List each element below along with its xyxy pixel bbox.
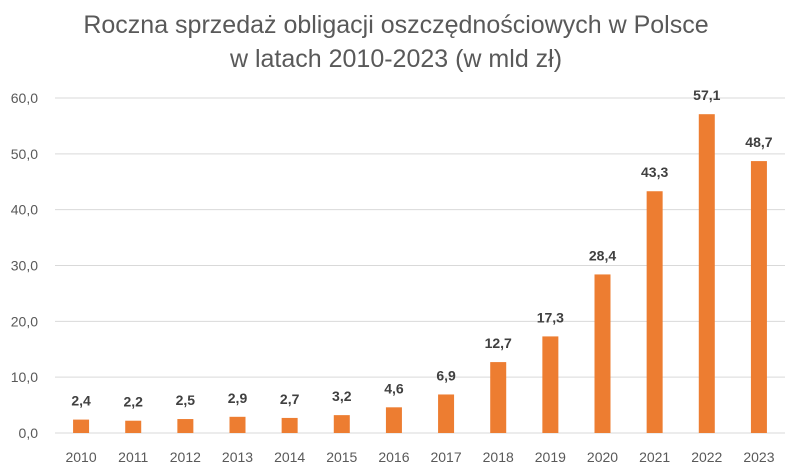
x-tick-label: 2012 [170, 449, 201, 465]
data-label: 12,7 [485, 335, 512, 351]
x-tick-label: 2023 [743, 449, 774, 465]
chart-title: Roczna sprzedaż obligacji oszczędnościow… [0, 8, 792, 76]
bar [177, 419, 194, 433]
data-label: 2,5 [176, 392, 196, 408]
bar [594, 274, 611, 433]
bar [385, 407, 402, 433]
data-label: 3,2 [332, 388, 352, 404]
x-tick-label: 2017 [430, 449, 461, 465]
data-label: 2,9 [228, 390, 248, 406]
data-label: 2,2 [123, 394, 143, 410]
y-tick-label: 0,0 [19, 425, 39, 441]
x-tick-label: 2015 [326, 449, 357, 465]
y-tick-label: 60,0 [11, 90, 38, 106]
chart-title-line-1: Roczna sprzedaż obligacji oszczędnościow… [83, 11, 709, 39]
bar [281, 417, 298, 433]
data-label: 48,7 [745, 134, 772, 150]
x-tick-label: 2022 [691, 449, 722, 465]
x-tick-label: 2010 [65, 449, 96, 465]
x-tick-label: 2016 [378, 449, 409, 465]
y-tick-label: 10,0 [11, 369, 38, 385]
x-tick-label: 2021 [639, 449, 670, 465]
bar [698, 114, 715, 434]
bar [333, 415, 350, 433]
bar [125, 420, 142, 433]
bar [750, 161, 767, 433]
data-label: 2,4 [71, 393, 91, 409]
data-label: 43,3 [641, 164, 668, 180]
y-tick-label: 50,0 [11, 146, 38, 162]
data-label: 2,7 [280, 391, 300, 407]
x-tick-label: 2020 [587, 449, 618, 465]
x-tick-label: 2018 [483, 449, 514, 465]
data-label: 57,1 [693, 87, 720, 103]
bar [73, 419, 90, 433]
data-label: 6,9 [436, 367, 456, 383]
data-label: 28,4 [589, 247, 616, 263]
x-tick-label: 2019 [535, 449, 566, 465]
bar [229, 416, 246, 433]
bar [646, 191, 663, 433]
data-label: 17,3 [537, 309, 564, 325]
x-tick-label: 2014 [274, 449, 305, 465]
bar [490, 362, 507, 433]
y-tick-label: 20,0 [11, 313, 38, 329]
x-tick-label: 2011 [118, 449, 148, 465]
x-tick-label: 2013 [222, 449, 253, 465]
bar [438, 394, 455, 433]
bar [542, 336, 559, 433]
y-tick-label: 40,0 [11, 202, 38, 218]
y-tick-label: 30,0 [11, 258, 38, 274]
chart-title-line-2: w latach 2010-2023 (w mld zł) [229, 45, 563, 73]
data-label: 4,6 [384, 380, 404, 396]
